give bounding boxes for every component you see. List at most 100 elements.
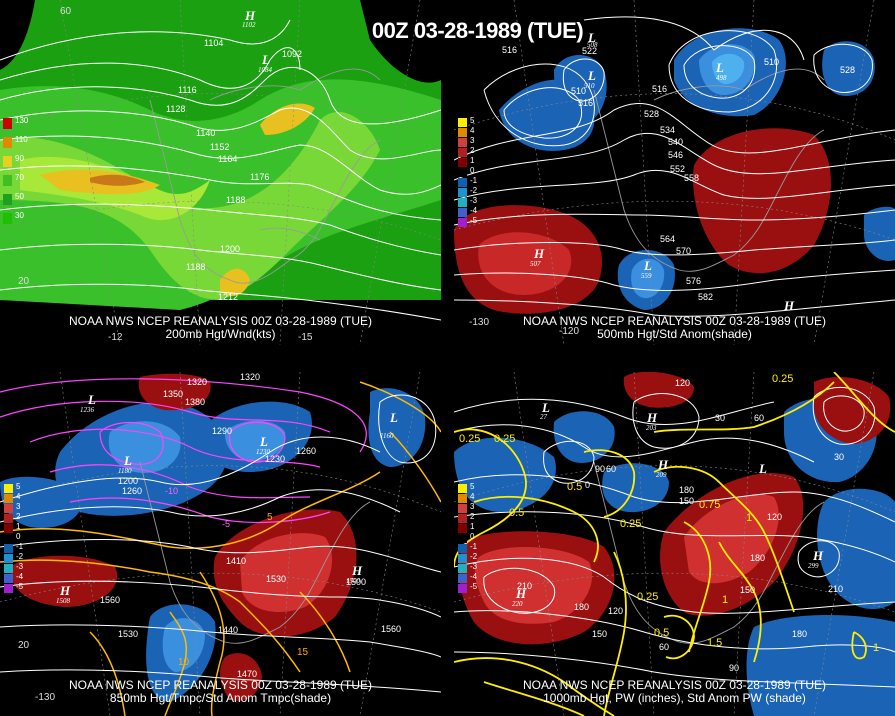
legend-swatch: 4: [458, 492, 474, 503]
panel-1000mb: 120 90 60 30 30 150 180 120 150 180 210 …: [454, 372, 895, 716]
contour-labels-200mb: 1104 1092 1116 1128 1140 1152 1164 1176 …: [166, 38, 302, 302]
contour-label: 510: [764, 57, 779, 67]
contour-label: 534: [660, 125, 675, 135]
contour-label: 546: [668, 150, 683, 160]
anom-pos-e-core: [684, 494, 779, 584]
pw-label: 0.25: [772, 373, 793, 385]
anom-neg-se: [746, 615, 895, 716]
pressure-center-value: 498: [716, 74, 727, 82]
contour-label: 540: [668, 137, 683, 147]
legend-swatch: 2: [458, 512, 474, 523]
temp-label: 10: [178, 657, 190, 668]
pressure-center-value: 27: [540, 413, 548, 421]
contour-label: 1176: [250, 172, 269, 182]
anom-pos-sw-core: [478, 232, 572, 295]
contour-label: 1560: [100, 595, 120, 605]
contour-label: 1140: [196, 128, 215, 138]
graticule: [454, 372, 895, 716]
pressure-center-value: 507: [530, 260, 541, 268]
height-contours: [454, 386, 895, 688]
legend-swatch: -1: [458, 176, 477, 187]
contour-label: 1128: [166, 104, 185, 114]
legend-swatch: -4: [458, 572, 477, 583]
legend-swatch: -4: [458, 206, 477, 217]
contour-label: 30: [834, 452, 844, 462]
pressure-center-type: L: [123, 453, 132, 468]
panel-850mb: 1320 1350 1380 1320 1290 1260 1230 1200 …: [0, 372, 441, 716]
legend-swatch: 1: [458, 522, 474, 533]
pw-label: 1.5: [707, 637, 722, 649]
anom-pos-nne: [623, 372, 694, 408]
coastlines: [149, 68, 381, 284]
legend-swatch: -2: [4, 552, 23, 563]
lon-label: -130: [35, 692, 55, 703]
contour-label: 558: [684, 173, 699, 183]
legend-swatch: 90: [3, 154, 24, 167]
legend-swatch: 2: [458, 146, 474, 157]
pressure-center-value: 1500: [346, 577, 361, 585]
anom-pos-s: [220, 653, 262, 701]
caption-1000mb: NOAA NWS NCEP REANALYSIS 00Z 03-28-1989 …: [454, 679, 895, 705]
legend-swatch: 130: [3, 116, 28, 129]
caption-line1: NOAA NWS NCEP REANALYSIS 00Z 03-28-1989 …: [523, 314, 826, 328]
pw-labels-1000mb: 0.25 0.25 0.5 0.25 0.75 1 0.5 1.5 0.25 1…: [459, 373, 879, 654]
temp-contours-cold: [0, 378, 367, 524]
pressure-center-value: 1160: [380, 432, 394, 440]
legend-swatch: 3: [458, 136, 474, 147]
caption-line1: NOAA NWS NCEP REANALYSIS 00Z 03-28-1989 …: [523, 678, 826, 692]
pressure-center-type: L: [758, 461, 767, 476]
pressure-center-type: H: [59, 583, 71, 598]
legend-swatch: 1: [458, 156, 474, 167]
contour-label: 1380: [185, 397, 205, 407]
pressure-center-type: L: [587, 68, 596, 83]
contour-label: 1530: [118, 629, 138, 639]
map-200mb: 1104 1092 1116 1128 1140 1152 1164 1176 …: [0, 0, 441, 345]
pressure-center-type: H: [533, 246, 545, 261]
contour-label: 180: [792, 629, 807, 639]
graticule: [454, 0, 895, 345]
pressure-center-type: L: [643, 258, 652, 273]
contour-label: 1320: [187, 377, 207, 387]
temp-label: 5: [267, 512, 273, 523]
pressure-center-value: 203: [646, 424, 657, 432]
lon-label: -130: [469, 317, 489, 328]
contour-label: 180: [750, 553, 765, 563]
height-contours: [454, 16, 895, 317]
wind-shade-70: [0, 111, 380, 300]
contour-label: 1260: [296, 446, 316, 456]
pressure-center-type: L: [389, 410, 398, 425]
legend-850mb: 5 4 3 2 1 0 -1 -2 -3 -4 -5: [4, 482, 23, 593]
contour-label: 150: [679, 496, 694, 506]
legend-swatch: -3: [4, 562, 23, 573]
anom-neg-n-core: [108, 421, 181, 473]
pressure-center-value: 1102: [242, 21, 256, 29]
contour-label: 180: [574, 602, 589, 612]
temp-label: -5: [222, 519, 230, 529]
contour-label: 528: [644, 109, 659, 119]
temp-label: -10: [165, 486, 178, 496]
legend-swatch: 5: [458, 116, 474, 127]
caption-850mb: NOAA NWS NCEP REANALYSIS 00Z 03-28-1989 …: [0, 679, 441, 705]
pw-label: 0.5: [509, 507, 524, 519]
caption-line2: 200mb Hgt/Wnd(kts): [165, 327, 276, 341]
temp-contours-warm: [0, 381, 441, 716]
map-850mb: 1320 1350 1380 1320 1290 1260 1230 1200 …: [0, 372, 441, 716]
lon-label: -12: [108, 332, 123, 343]
anom-neg-mid: [602, 463, 669, 513]
pw-label: 1: [746, 512, 752, 524]
pressure-center-type: H: [351, 563, 363, 578]
anom-neg-se: [864, 206, 895, 261]
contour-label: 1320: [240, 372, 260, 382]
contour-label: 1188: [186, 262, 205, 272]
anom-neg-s-core: [162, 618, 205, 672]
pressure-center-type: L: [259, 434, 268, 449]
pw-label: 0.5: [654, 627, 669, 639]
pressure-center-value: 1084: [258, 66, 273, 74]
legend-swatch: 0: [458, 532, 474, 543]
contour-label: 516: [578, 98, 593, 108]
pw-label: 1: [873, 642, 879, 654]
contour-label: 30: [715, 413, 725, 423]
pw-label: 1: [722, 594, 728, 606]
contour-label: 60: [606, 464, 616, 474]
anom-neg-e: [817, 488, 895, 610]
